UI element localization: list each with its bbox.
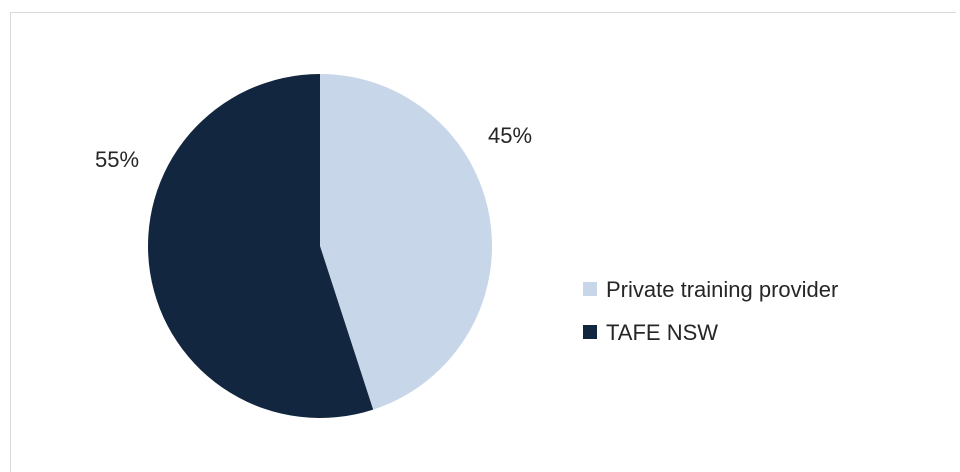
pie-slice-private-training-provider <box>320 74 492 410</box>
slice-label-private-training-provider: 45% <box>488 123 532 148</box>
legend-label-tafe-nsw: TAFE NSW <box>606 320 718 345</box>
legend-swatch-private-training-provider <box>583 282 597 296</box>
pie-slice-tafe-nsw <box>147 74 374 419</box>
legend-label-private-training-provider: Private training provider <box>606 277 838 302</box>
chart-frame <box>10 12 956 472</box>
pie-slices <box>147 74 492 419</box>
slice-label-tafe-nsw: 55% <box>95 147 139 172</box>
legend-swatch-tafe-nsw <box>583 325 597 339</box>
legend: Private training provider TAFE NSW <box>583 277 838 345</box>
